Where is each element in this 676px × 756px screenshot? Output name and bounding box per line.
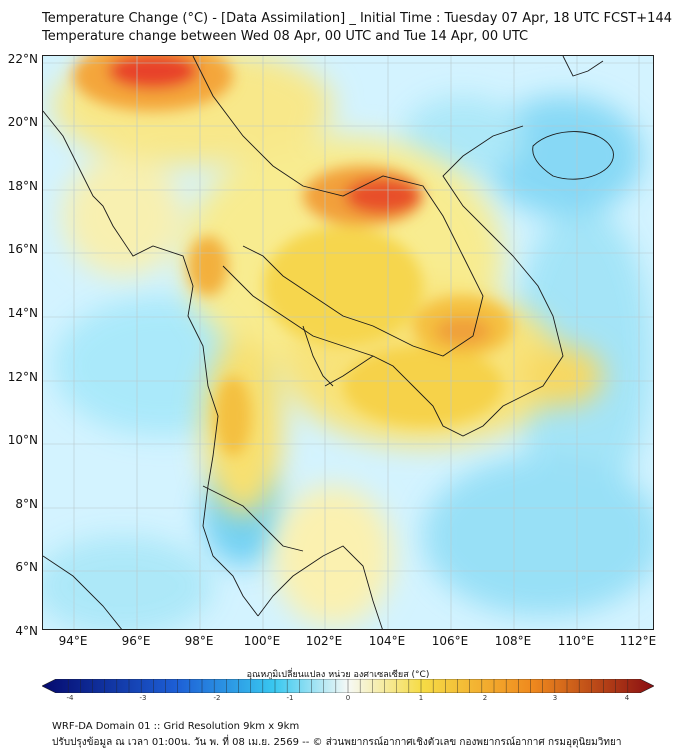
colorbar-tick-m1: -1 [286, 694, 294, 702]
colorbar-tick-m4: -4 [66, 694, 74, 702]
colorbar-tick-3: 3 [552, 694, 558, 702]
temperature-map[interactable] [42, 55, 654, 630]
lon-label-110e: 110°E [557, 634, 595, 648]
lon-label-112e: 112°E [619, 634, 657, 648]
lat-label-10n: 10°N [7, 433, 38, 447]
lon-label-94e: 94°E [58, 634, 88, 648]
colorbar-tick-m3: -3 [139, 694, 147, 702]
lat-label-12n: 12°N [7, 370, 38, 384]
lon-label-98e: 98°E [184, 634, 214, 648]
colorbar-tick-m2: -2 [213, 694, 221, 702]
lat-label-20n: 20°N [7, 115, 38, 129]
colorbar-label: อุณหภูมิเปลี่ยนแปลง หน่วย องศาเซลเซียส (… [246, 670, 430, 680]
footer-update-info: ปรับปรุงข้อมูล ณ เวลา 01:00น. วัน พ. ที่… [52, 737, 622, 748]
colorbar [41, 678, 655, 694]
lat-label-16n: 16°N [7, 242, 38, 256]
title-line-1: Temperature Change (°C) - [Data Assimila… [42, 11, 672, 26]
colorbar-tick-2: 2 [482, 694, 488, 702]
lat-label-8n: 8°N [15, 497, 38, 511]
lat-label-18n: 18°N [7, 179, 38, 193]
lon-label-106e: 106°E [431, 634, 469, 648]
colorbar-tick-1: 1 [418, 694, 424, 702]
temperature-field [43, 56, 653, 629]
title-line-2: Temperature change between Wed 08 Apr, 0… [42, 29, 529, 44]
lon-label-100e: 100°E [243, 634, 281, 648]
coastlines [43, 56, 614, 629]
lon-label-104e: 104°E [368, 634, 406, 648]
lon-label-96e: 96°E [121, 634, 151, 648]
lon-label-102e: 102°E [305, 634, 343, 648]
colorbar-tick-0: 0 [345, 694, 351, 702]
lat-label-6n: 6°N [15, 560, 38, 574]
graticule [43, 56, 653, 629]
footer-model-info: WRF-DA Domain 01 :: Grid Resolution 9km … [52, 721, 300, 732]
lon-label-108e: 108°E [494, 634, 532, 648]
lat-label-14n: 14°N [7, 306, 38, 320]
lat-label-4n: 4°N [15, 624, 38, 638]
lat-label-22n: 22°N [7, 52, 38, 66]
colorbar-tick-4: 4 [624, 694, 630, 702]
